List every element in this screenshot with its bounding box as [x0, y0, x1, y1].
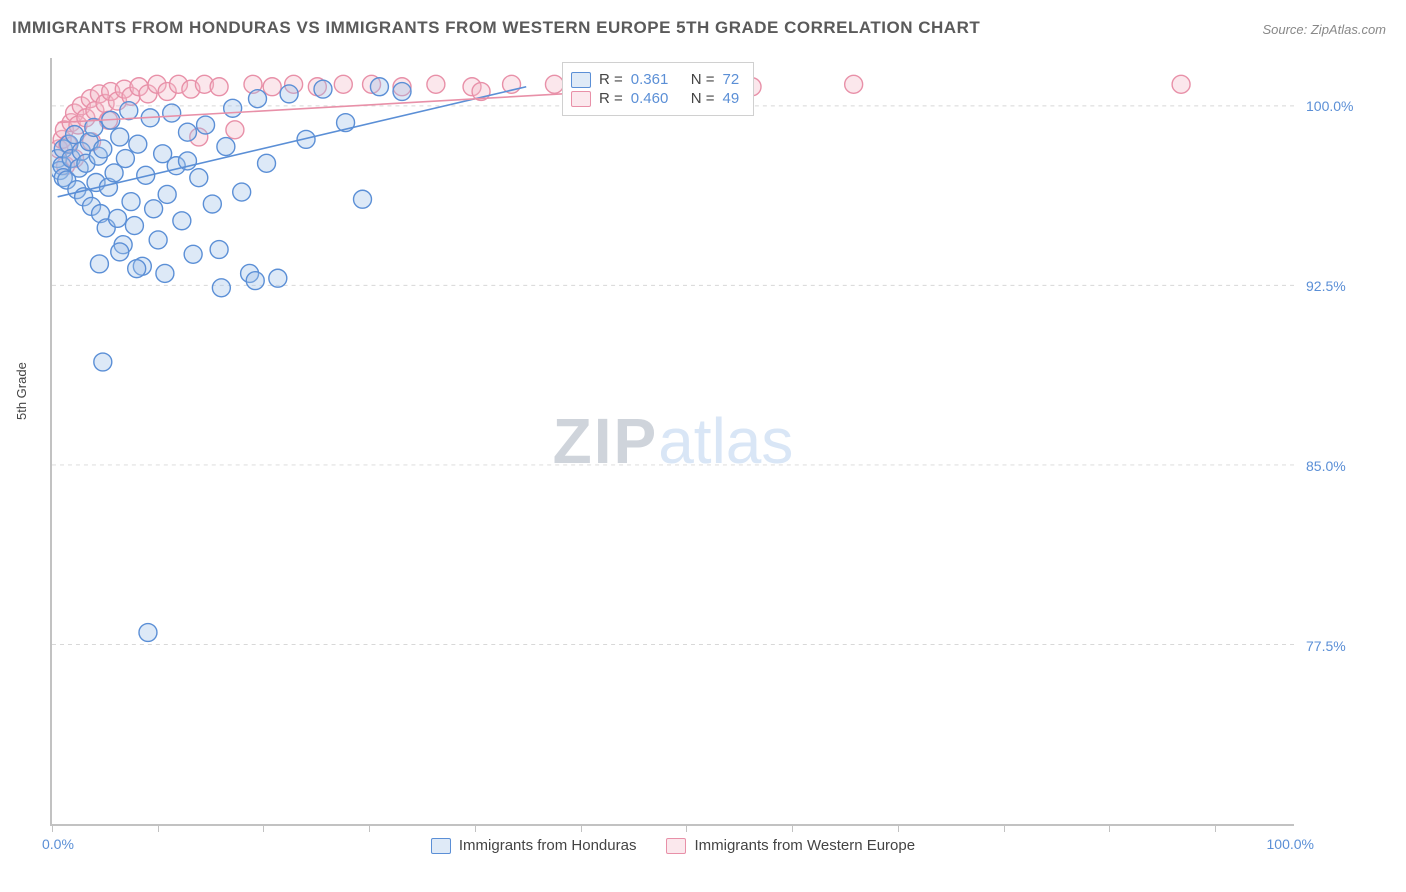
y-axis-label: 5th Grade — [14, 362, 29, 420]
stats-n-label: N = — [691, 71, 715, 88]
x-tick — [263, 824, 264, 832]
x-tick — [1004, 824, 1005, 832]
y-tick-label: 85.0% — [1306, 458, 1346, 474]
x-tick — [581, 824, 582, 832]
x-tick — [52, 824, 53, 832]
x-tick — [369, 824, 370, 832]
plot-area: ZIPatlas 100.0%92.5%85.0%77.5% 0.0% 100.… — [50, 58, 1294, 826]
series-honduras — [52, 78, 411, 642]
chart-title: IMMIGRANTS FROM HONDURAS VS IMMIGRANTS F… — [12, 18, 980, 38]
x-tick — [475, 824, 476, 832]
legend-item-western-europe: Immigrants from Western Europe — [666, 837, 915, 854]
stats-row: R = 0.361 N = 72 — [571, 71, 739, 88]
chart-container: IMMIGRANTS FROM HONDURAS VS IMMIGRANTS F… — [0, 0, 1406, 892]
legend-label-western-europe: Immigrants from Western Europe — [694, 837, 915, 854]
stats-legend-box: R = 0.361 N = 72 R = 0.460 N = 49 — [562, 62, 754, 116]
y-tick-label: 92.5% — [1306, 278, 1346, 294]
stats-n-value: 72 — [723, 71, 740, 88]
stats-r-value: 0.460 — [631, 90, 683, 107]
x-tick — [158, 824, 159, 832]
legend-label-honduras: Immigrants from Honduras — [459, 837, 637, 854]
stats-n-value: 49 — [723, 90, 740, 107]
y-tick-label: 100.0% — [1306, 98, 1353, 114]
stats-r-label: R = — [599, 71, 623, 88]
x-tick — [898, 824, 899, 832]
x-tick — [792, 824, 793, 832]
stats-row: R = 0.460 N = 49 — [571, 90, 739, 107]
x-tick — [686, 824, 687, 832]
stats-r-label: R = — [599, 90, 623, 107]
legend-swatch-honduras — [431, 838, 451, 854]
source-label: Source: ZipAtlas.com — [1262, 22, 1386, 37]
y-tick-label: 77.5% — [1306, 638, 1346, 654]
stats-r-value: 0.361 — [631, 71, 683, 88]
series-legend: Immigrants from Honduras Immigrants from… — [52, 837, 1294, 854]
x-tick — [1109, 824, 1110, 832]
legend-swatch-western-europe — [666, 838, 686, 854]
stats-swatch — [571, 91, 591, 107]
x-tick — [1215, 824, 1216, 832]
legend-item-honduras: Immigrants from Honduras — [431, 837, 637, 854]
stats-swatch — [571, 72, 591, 88]
stats-n-label: N = — [691, 90, 715, 107]
scatter-svg — [52, 58, 1294, 824]
